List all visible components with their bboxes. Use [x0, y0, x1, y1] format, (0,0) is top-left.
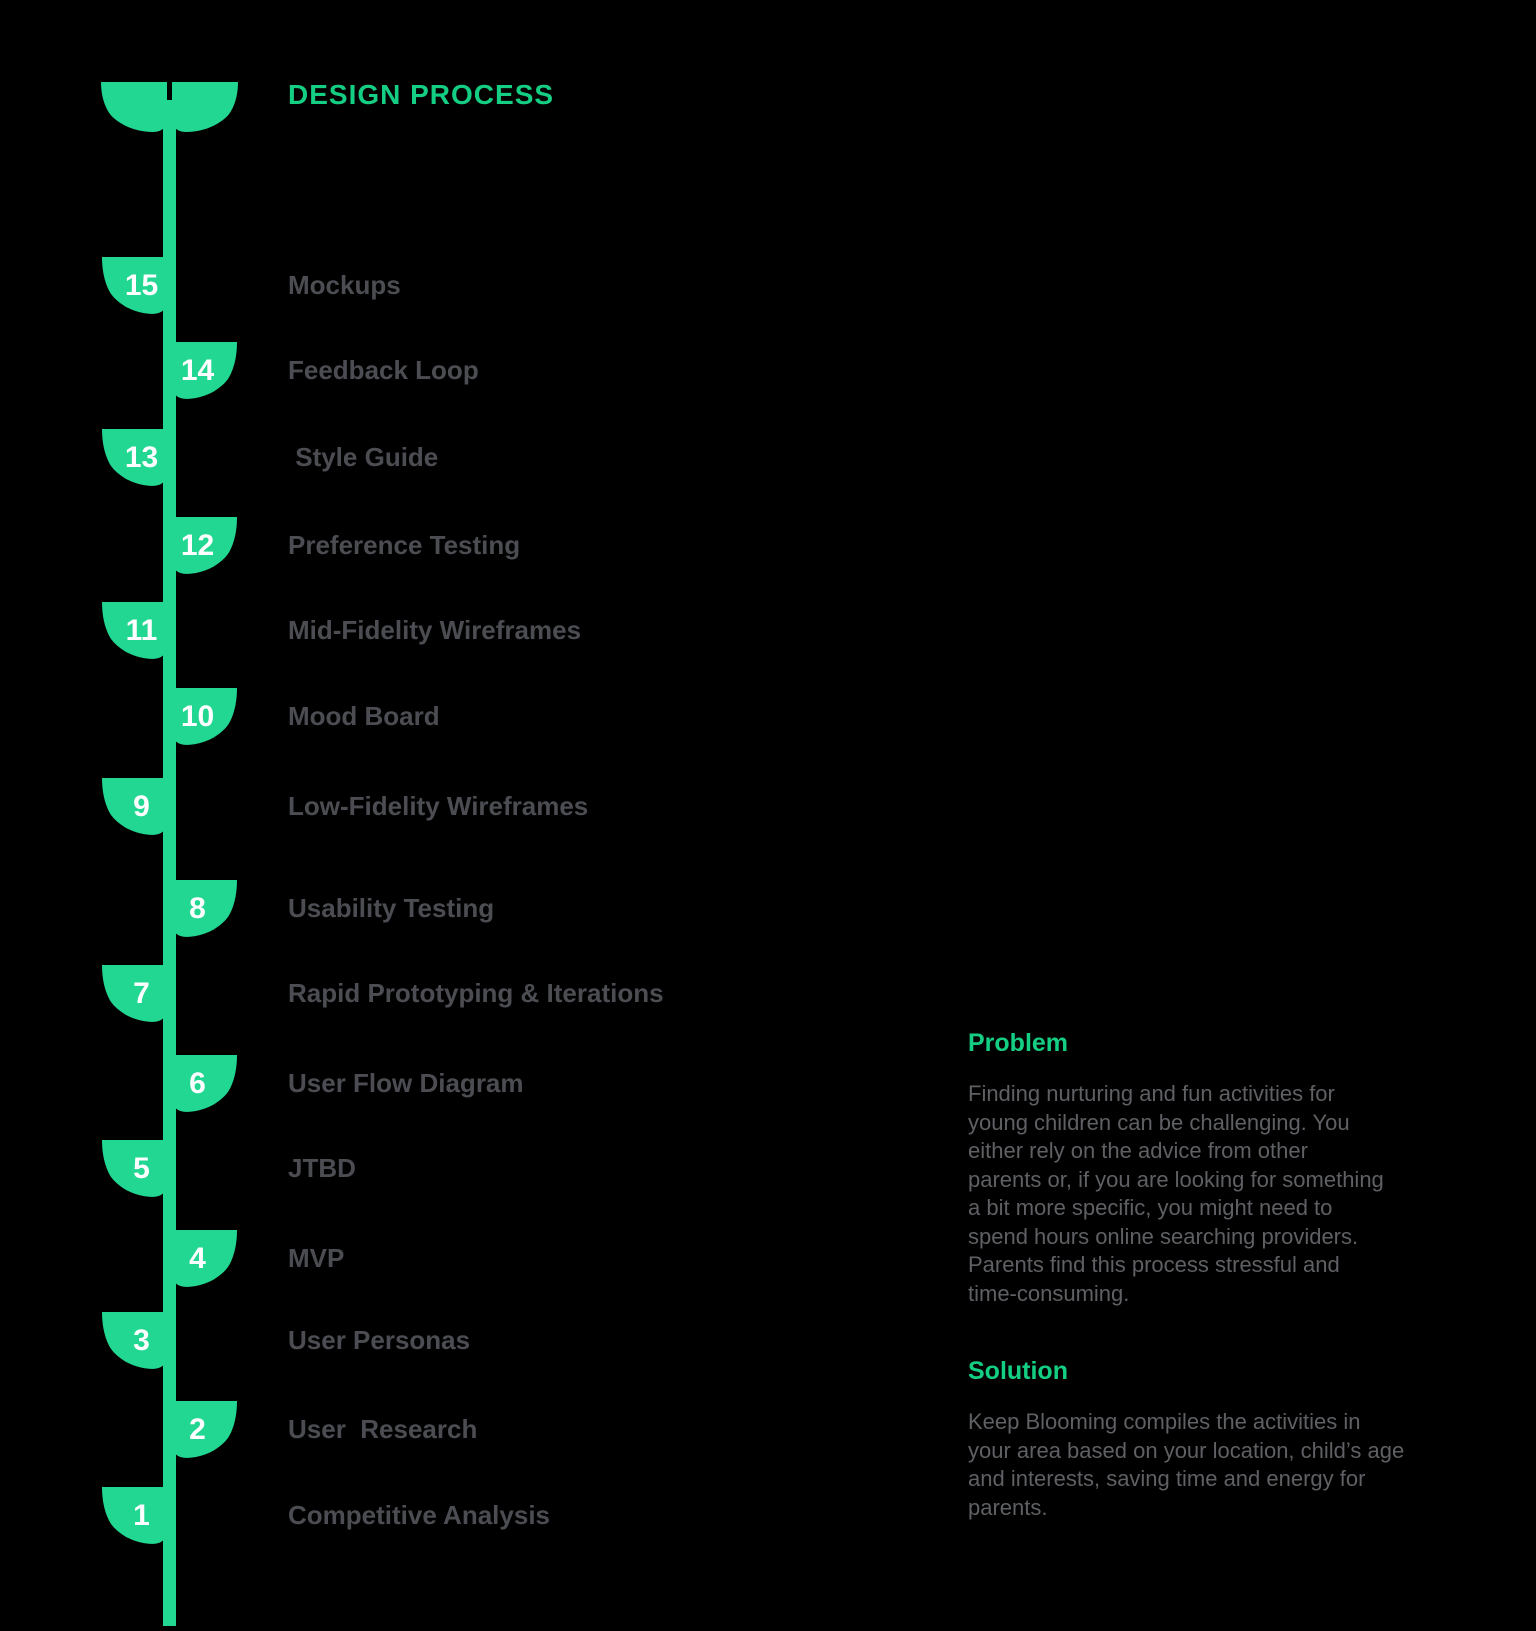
step-number: 9 [133, 789, 150, 823]
timeline-item-8: 8 Usability Testing [0, 880, 1536, 937]
leaf-node-icon: 14 [172, 342, 237, 399]
leaf-node-icon: 3 [102, 1312, 167, 1369]
step-label: Preference Testing [288, 530, 521, 560]
step-number: 1 [133, 1498, 150, 1532]
step-number: 3 [133, 1323, 150, 1357]
step-number: 6 [189, 1066, 206, 1100]
solution-heading: Solution [968, 1357, 1068, 1385]
leaf-node-icon: 13 [102, 429, 167, 486]
timeline-item-3: 3 User Personas [0, 1312, 1536, 1369]
step-number: 14 [180, 353, 215, 387]
step-label: Mockups [288, 270, 401, 300]
timeline-item-12: 12 Preference Testing [0, 517, 1536, 574]
step-number: 2 [189, 1412, 206, 1446]
problem-heading: Problem [968, 1029, 1069, 1057]
timeline-item-4: 4 MVP [0, 1230, 1536, 1287]
step-number: 13 [124, 440, 159, 474]
step-number: 11 [125, 613, 158, 647]
leaf-node-icon: 5 [102, 1140, 167, 1197]
step-label: Mood Board [288, 701, 440, 731]
timeline-item-5: 5 JTBD [0, 1140, 1536, 1197]
step-number: 7 [133, 976, 150, 1010]
problem-text: Finding nurturing and fun activities for… [968, 1081, 1384, 1306]
step-number: 4 [189, 1241, 206, 1275]
step-label: Style Guide [288, 442, 439, 472]
timeline-item-10: 10 Mood Board [0, 688, 1536, 745]
solution-panel: Solution Keep Blooming compiles the acti… [968, 1356, 1438, 1522]
step-label: Usability Testing [288, 893, 495, 923]
timeline-item-1: 1 Competitive Analysis [0, 1487, 1536, 1544]
step-label: MVP [288, 1243, 345, 1273]
step-number: 8 [189, 891, 206, 925]
timeline-item-6: 6 User Flow Diagram [0, 1055, 1536, 1112]
leaf-node-icon: 9 [102, 778, 167, 835]
page-title: DESIGN PROCESS [288, 79, 555, 110]
timeline-item-7: 7 Rapid Prototyping & Iterations [0, 965, 1536, 1022]
leaf-node-icon: 15 [102, 257, 167, 314]
step-label: User Personas [288, 1325, 471, 1355]
leaf-node-icon: 10 [172, 688, 237, 745]
step-label: User Flow Diagram [288, 1068, 524, 1098]
leaf-node-icon: 12 [172, 517, 237, 574]
leaf-node-icon: 11 [102, 602, 167, 659]
leaf-node-icon: 2 [172, 1401, 237, 1458]
step-number: 15 [124, 268, 159, 302]
step-number: 5 [133, 1151, 150, 1185]
timeline-item-9: 9 Low-Fidelity Wireframes [0, 778, 1536, 835]
leaf-node-icon: 6 [172, 1055, 237, 1112]
timeline-item-14: 14 Feedback Loop [0, 342, 1536, 399]
step-label: Low-Fidelity Wireframes [288, 791, 589, 821]
timeline-item-13: 13 Style Guide [0, 429, 1536, 486]
leaf-node-icon: 1 [102, 1487, 167, 1544]
leaf-node-icon: 8 [172, 880, 237, 937]
step-label: User Research [288, 1414, 478, 1444]
timeline-item-11: 11 Mid-Fidelity Wireframes [0, 602, 1536, 659]
step-number: 12 [180, 528, 215, 562]
leaf-node-icon: 7 [102, 965, 167, 1022]
step-label: Feedback Loop [288, 355, 479, 385]
timeline-stem [163, 100, 176, 1626]
leaf-node-icon: 4 [172, 1230, 237, 1287]
timeline-item-15: 15 Mockups [0, 257, 1536, 314]
problem-panel: Problem Finding nurturing and fun activi… [968, 1028, 1438, 1308]
step-label: Mid-Fidelity Wireframes [288, 615, 582, 645]
step-label: Competitive Analysis [288, 1500, 551, 1530]
solution-text: Keep Blooming compiles the activities in… [968, 1409, 1405, 1520]
timeline-item-2: 2 User Research [0, 1401, 1536, 1458]
step-label: JTBD [288, 1153, 356, 1183]
step-label: Rapid Prototyping & Iterations [288, 978, 664, 1008]
sprout-left-leaf-icon [101, 82, 167, 132]
sprout-right-leaf-icon [172, 82, 238, 132]
step-number: 10 [180, 699, 215, 733]
